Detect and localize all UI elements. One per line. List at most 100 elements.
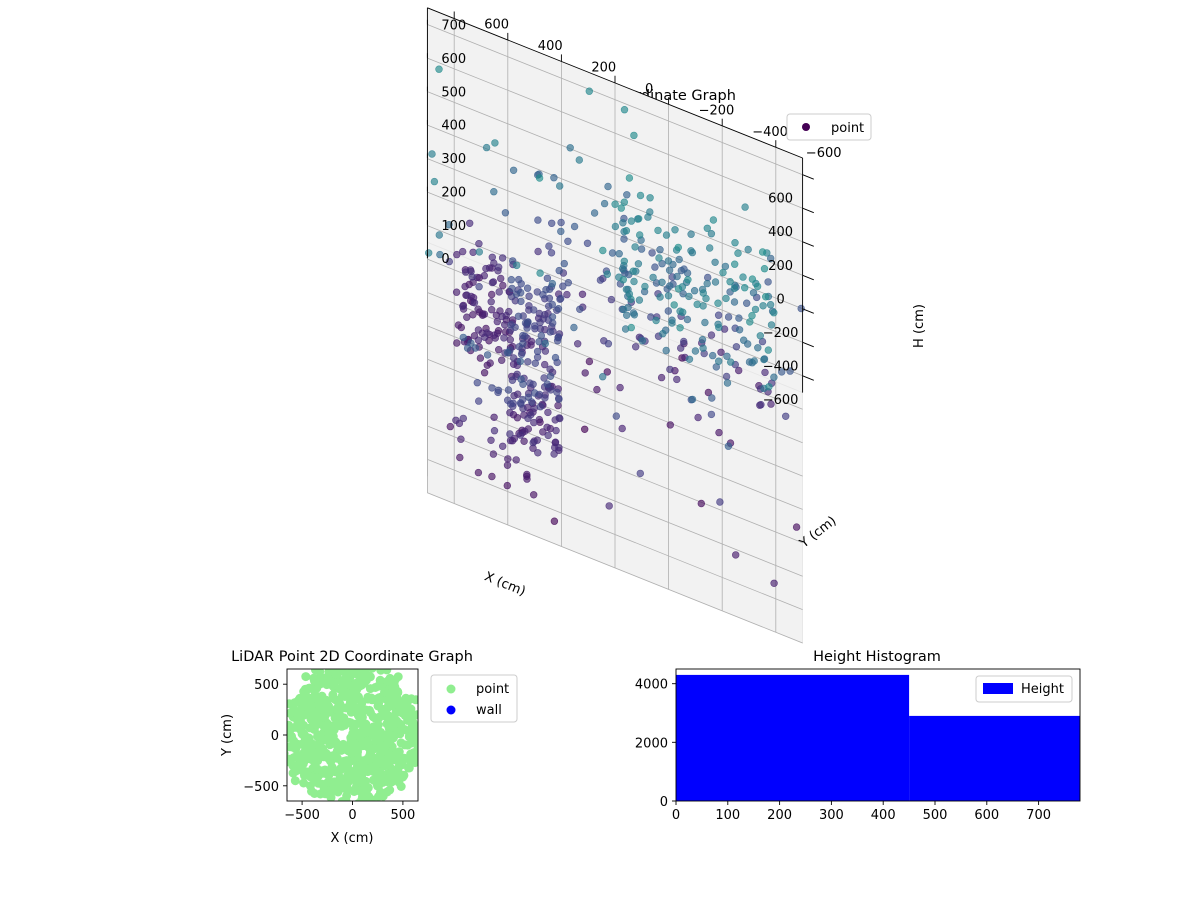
point-2d: [296, 751, 306, 760]
point-2d: [357, 712, 367, 722]
point-3d: [482, 143, 491, 152]
point-3d: [687, 247, 695, 255]
point-3d: [474, 336, 483, 344]
histogram-bars: [676, 674, 1080, 801]
point-3d: [428, 150, 436, 158]
point-3d: [607, 295, 616, 304]
point-3d: [507, 321, 515, 329]
point-3d: [493, 317, 501, 326]
point-3d: [662, 346, 670, 355]
point-3d: [546, 365, 554, 373]
point-3d: [685, 292, 693, 301]
point-3d: [495, 346, 503, 354]
point-3d: [536, 403, 545, 411]
chart-2d-legend: point wall: [430, 674, 518, 723]
chart-2d: LiDAR Point 2D Coordinate Graph −500−500…: [220, 649, 518, 846]
point-3d: [557, 227, 565, 236]
point-3d: [541, 311, 549, 319]
point-3d: [490, 331, 498, 339]
x-tick-label-2d: 0: [348, 808, 356, 823]
point-3d: [702, 294, 710, 303]
point-3d: [471, 344, 480, 352]
point-3d: [483, 329, 491, 337]
point-3d: [520, 437, 528, 445]
histogram-ticks: 0 100 200 300 400 500 600 700 0 2000 4000: [635, 678, 1051, 823]
point-2d: [330, 713, 340, 723]
point-3d: [740, 284, 749, 292]
histogram-bar: [676, 674, 910, 801]
x-tick-label-2d: −500: [284, 808, 320, 823]
point-3d: [753, 282, 762, 291]
point-3d: [600, 199, 609, 208]
point-3d: [541, 339, 549, 348]
y-tick-label: −200: [699, 103, 735, 118]
z-tick-label: 700: [441, 19, 466, 34]
point-3d: [620, 105, 629, 114]
point-3d: [656, 246, 664, 254]
y-tick-label: 600: [484, 18, 509, 33]
point-2d: [312, 694, 322, 704]
x-tick-label: 600: [768, 192, 793, 207]
point-2d: [369, 767, 379, 777]
point-3d: [656, 293, 664, 301]
point-3d: [547, 249, 556, 257]
point-2d: [322, 677, 332, 687]
point-2d: [287, 725, 295, 735]
point-3d: [770, 579, 778, 587]
point-3d: [575, 156, 583, 164]
point-3d: [483, 351, 492, 359]
point-3d: [529, 306, 538, 314]
point-2d: [319, 721, 328, 731]
point-3d: [467, 339, 475, 347]
point-3d: [453, 250, 461, 259]
point-2d: [373, 701, 383, 711]
point-3d: [616, 383, 624, 392]
point-3d: [557, 218, 565, 227]
point-3d: [684, 276, 692, 284]
point-3d: [647, 313, 655, 321]
point-3d: [474, 468, 483, 477]
point-3d: [618, 265, 627, 273]
point-2d: [309, 773, 319, 783]
point-3d: [446, 422, 454, 431]
point-3d: [707, 331, 716, 339]
point-3d: [534, 247, 542, 256]
point-3d: [603, 368, 611, 376]
x-tick: [802, 274, 814, 281]
z-tick-label: 300: [441, 152, 466, 167]
point-3d: [499, 442, 507, 450]
point-3d: [545, 294, 554, 302]
point-3d: [560, 259, 568, 268]
point-3d: [559, 282, 567, 290]
point-3d: [576, 305, 584, 313]
point-3d: [668, 319, 676, 327]
point-3d: [548, 300, 556, 309]
x-tick-label: −200: [763, 326, 799, 341]
point-2d: [351, 707, 361, 717]
y-tick-label-2d: −500: [243, 780, 279, 795]
point-3d: [630, 131, 638, 140]
point-2d: [290, 776, 300, 786]
point-3d: [488, 290, 496, 299]
point-3d: [664, 307, 672, 315]
point-3d: [627, 217, 636, 225]
point-3d: [516, 288, 525, 297]
point-3d: [658, 260, 666, 268]
y-tick-label-hist: 0: [660, 795, 668, 810]
point-3d: [502, 311, 510, 320]
point-2d: [297, 739, 307, 749]
point-3d: [555, 182, 564, 190]
z-tick-label: 200: [441, 185, 466, 200]
point-3d: [622, 227, 631, 235]
point-2d: [300, 732, 310, 742]
point-3d: [555, 395, 563, 403]
point-3d: [604, 182, 612, 191]
point-3d: [580, 425, 589, 433]
point-3d: [676, 344, 685, 352]
point-3d: [459, 302, 467, 310]
point-3d: [708, 351, 717, 360]
point-3d: [539, 428, 547, 436]
point-3d: [714, 311, 723, 319]
chart-2d-legend-marker-point: [446, 684, 456, 694]
point-3d: [742, 299, 751, 307]
